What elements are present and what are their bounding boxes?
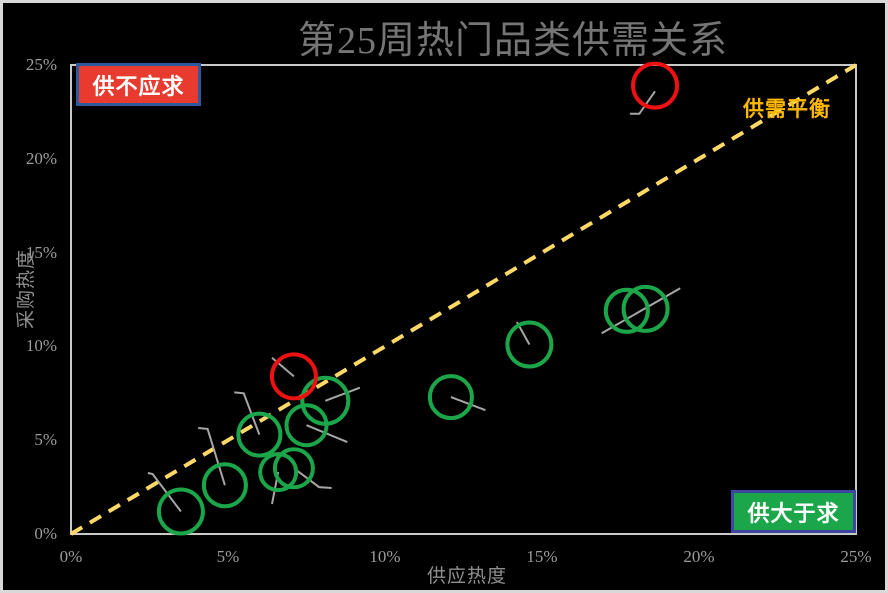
- data-label-leader-line: [324, 386, 361, 402]
- x-tick-label: 20%: [683, 547, 715, 566]
- y-tick-label: 20%: [25, 148, 57, 168]
- x-axis-title: 供应热度: [426, 566, 507, 587]
- y-axis-title: 采购热度: [16, 249, 37, 330]
- green-category-bubble: [201, 462, 248, 509]
- data-label-leader-line: [450, 396, 486, 412]
- green-category-bubble: [284, 403, 329, 448]
- data-label-leader-line: [293, 467, 332, 489]
- data-label-leader-line: [147, 472, 182, 513]
- green-category-bubble: [156, 487, 205, 536]
- red-category-bubble: [269, 352, 318, 401]
- balance-line: [69, 63, 858, 536]
- red-category-bubble: [631, 61, 679, 110]
- x-tick-label: 25%: [840, 547, 872, 566]
- y-tick-label: 15%: [25, 242, 57, 262]
- oversupply-zone-label: 供大于求: [731, 490, 856, 533]
- balance-line-label: 供需平衡: [743, 98, 831, 121]
- green-category-bubble: [258, 452, 299, 493]
- x-tick-label: 0%: [59, 547, 83, 566]
- data-label-leader-line: [198, 427, 226, 486]
- green-category-bubble: [621, 284, 670, 333]
- green-category-bubble: [236, 411, 283, 458]
- y-tick-label: 0%: [34, 524, 57, 543]
- green-category-bubble: [272, 447, 315, 490]
- y-tick-label: 25%: [25, 55, 57, 74]
- green-category-bubble: [427, 374, 474, 421]
- data-label-leader-line: [629, 90, 656, 115]
- data-label-leader-line: [234, 391, 261, 435]
- x-tick-label: 10%: [369, 547, 401, 566]
- chart-title: 第25周热门品类供需关系: [297, 20, 728, 62]
- undersupply-zone-label: 供不应求: [76, 63, 201, 106]
- x-tick-label: 5%: [216, 547, 240, 566]
- data-label-leader-line: [306, 424, 348, 444]
- green-category-bubble: [505, 320, 554, 369]
- scatter-plot: [69, 61, 858, 536]
- y-tick-label: 10%: [25, 336, 57, 356]
- plot-border: [70, 64, 857, 535]
- green-category-bubble: [603, 287, 650, 334]
- x-tick-label: 15%: [526, 547, 558, 566]
- y-tick-label: 5%: [34, 430, 57, 450]
